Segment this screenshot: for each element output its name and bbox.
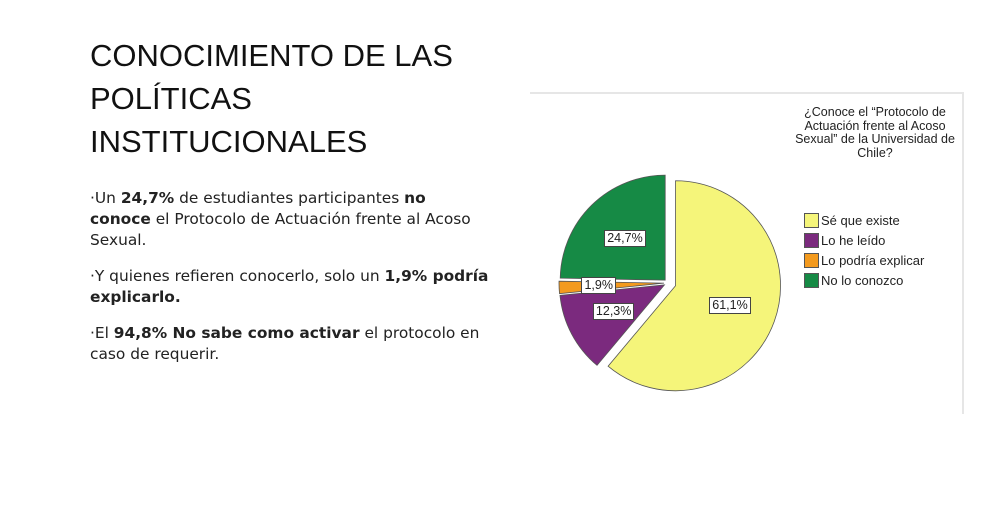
legend-label: Lo he leído [821,232,886,248]
legend-item: Lo he leído [804,230,924,250]
data-label: 24,7% [604,230,646,248]
bullet-item: ·Un 24,7% de estudiantes participantes n… [90,188,490,251]
legend-swatch [804,232,819,248]
text: ·Y quienes refieren conocerlo, solo un [90,267,385,285]
title-line: INSTITUCIONALES [90,124,368,159]
legend: Sé que existe Lo he leído Lo podría explic… [804,210,924,290]
legend-title: ¿Conoce el “Protocolo de Actuación frent… [795,105,955,160]
bullet-item: ·Y quienes refieren conocerlo, solo un 1… [90,266,490,308]
legend-item: Sé que existe [804,210,924,230]
data-label: 61,1% [709,296,751,314]
bold-text: 24,7% [120,189,175,207]
title-line: CONOCIMIENTO DE LAS [90,38,453,73]
data-label: 1,9% [581,277,616,295]
data-label: 12,3% [592,303,635,321]
text: el Protocolo de Actuación frente al Acos… [90,210,471,249]
text: ·Un [90,189,121,207]
legend-label: No lo conozco [821,272,904,288]
bold-text: 1,9% podría explicarlo. [90,267,489,306]
bullet-item: ·El 94,8% No sabe como activar el protoc… [90,323,490,365]
bold-text: 94,8% No sabe como activar [113,324,360,342]
legend-label: Lo podría explicar [821,252,925,268]
legend-swatch [804,212,819,228]
text: ·El [90,324,114,342]
legend-swatch [804,252,819,268]
text: de estudiantes participantes [174,189,405,207]
bold-text: no conoce [90,189,426,228]
text: el protocolo en caso de requerir. [90,324,480,363]
legend-item: No lo conozco [804,270,924,290]
title-line: POLÍTICAS [90,81,252,116]
pie-slice [607,180,781,392]
pie-slice [559,174,666,281]
pie-slice [559,284,666,366]
slide-title: CONOCIMIENTO DE LAS POLÍTICAS INSTITUCIO… [90,34,510,163]
bullet-list: ·Un 24,7% de estudiantes participantes n… [90,188,490,380]
legend-item: Lo podría explicar [804,250,924,270]
legend-label: Sé que existe [821,212,900,228]
chart-frame [530,92,964,414]
legend-swatch [804,272,819,288]
